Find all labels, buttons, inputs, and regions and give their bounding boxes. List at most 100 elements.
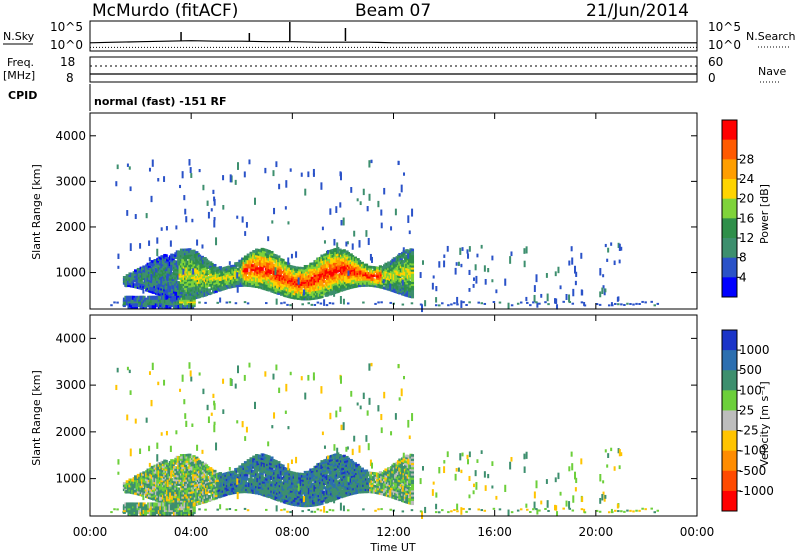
- heat-cell: [604, 288, 607, 293]
- heat-cell: [342, 298, 345, 305]
- heat-cell: [188, 453, 192, 457]
- heat-cell: [260, 266, 264, 269]
- heat-cell: [362, 271, 366, 275]
- heat-cell: [265, 302, 268, 305]
- noise-left-tick-high: 10^5: [50, 20, 83, 34]
- heat-cell: [395, 284, 399, 288]
- heat-cell: [618, 243, 621, 251]
- heat-cell: [204, 287, 209, 290]
- heat-cell: [571, 302, 575, 305]
- heat-cell: [243, 271, 248, 275]
- heat-cell: [147, 277, 152, 281]
- heat-cell: [460, 300, 463, 308]
- heat-cell: [468, 269, 471, 275]
- heat-cell: [263, 273, 267, 276]
- colorbar-tick-label: 12: [739, 231, 754, 245]
- heat-cell: [182, 268, 185, 275]
- heat-cell: [457, 261, 460, 266]
- heat-cell: [307, 171, 310, 178]
- heat-cell: [337, 265, 341, 269]
- heat-cell: [421, 260, 424, 265]
- heat-cell: [124, 295, 128, 300]
- heat-cell: [234, 486, 238, 490]
- heat-cell: [182, 295, 186, 300]
- heat-cell: [402, 260, 406, 264]
- heat-cell: [342, 251, 346, 254]
- heat-cell: [408, 230, 411, 235]
- heat-cell: [362, 301, 365, 304]
- heat-cell: [175, 295, 179, 300]
- heat-cell: [334, 262, 338, 265]
- heat-cell: [234, 280, 238, 284]
- heat-cell: [325, 304, 329, 307]
- heat-cell: [334, 247, 338, 251]
- heat-cell: [335, 206, 338, 213]
- heat-cell: [236, 285, 239, 293]
- heat-cell: [245, 269, 249, 273]
- heat-cell: [238, 484, 242, 488]
- heat-cell: [546, 293, 549, 302]
- heat-cell: [147, 483, 152, 487]
- heat-cell: [216, 275, 220, 278]
- heat-cell: [179, 295, 183, 300]
- heat-cell: [129, 243, 132, 251]
- heat-cell: [197, 460, 202, 463]
- heat-cell: [380, 222, 383, 229]
- heat-cell: [408, 252, 412, 255]
- heat-cell: [285, 180, 288, 188]
- heat-cell: [364, 263, 369, 267]
- heat-cell: [113, 301, 116, 304]
- heat-cell: [236, 478, 241, 481]
- heat-cell: [201, 244, 204, 249]
- heat-cell: [352, 267, 356, 270]
- heat-cell: [190, 173, 193, 178]
- heat-cell: [410, 271, 415, 274]
- heat-cell: [231, 275, 235, 278]
- heat-cell: [243, 477, 248, 481]
- heat-cell: [243, 461, 248, 464]
- heat-cell: [188, 262, 192, 266]
- heat-cell: [362, 273, 366, 277]
- heat-cell: [241, 477, 245, 481]
- heat-cell: [320, 281, 324, 284]
- heat-cell: [157, 178, 160, 182]
- heat-cell: [306, 273, 310, 276]
- y-tick-label: 4000: [55, 129, 86, 143]
- heat-cell: [195, 456, 199, 460]
- heat-cell: [185, 295, 189, 300]
- heat-cell: [617, 303, 620, 306]
- heat-cell: [165, 226, 168, 231]
- heat-cell: [632, 303, 635, 306]
- heat-cell: [146, 275, 150, 278]
- heat-cell: [236, 280, 241, 283]
- heat-cell: [204, 293, 209, 297]
- heat-cell: [168, 259, 172, 263]
- heat-cell: [545, 273, 548, 278]
- colorbar-swatch: [722, 139, 737, 160]
- heat-cell: [610, 302, 613, 306]
- heat-cell: [270, 250, 274, 254]
- heat-cell: [419, 272, 422, 279]
- noise-spikes: [180, 22, 347, 41]
- heat-cell: [383, 282, 387, 286]
- heat-cell: [193, 267, 198, 271]
- heat-cell: [339, 172, 342, 181]
- heat-cell: [635, 302, 638, 305]
- heat-cell: [156, 237, 159, 244]
- heat-cell: [327, 262, 331, 266]
- heat-cell: [359, 201, 362, 206]
- heat-cell: [329, 208, 332, 215]
- heat-cell: [480, 244, 483, 249]
- heat-cell: [270, 261, 274, 264]
- heat-cell: [150, 299, 154, 304]
- heat-cell: [243, 273, 248, 277]
- heat-cell: [243, 301, 247, 304]
- heat-cell: [538, 302, 541, 305]
- heat-cell: [638, 303, 641, 306]
- heat-cell: [284, 263, 288, 267]
- heat-cell: [267, 288, 271, 292]
- heat-cell: [185, 477, 189, 480]
- noise-left-tick-low: 10^0: [50, 38, 83, 52]
- heat-cell: [401, 303, 405, 306]
